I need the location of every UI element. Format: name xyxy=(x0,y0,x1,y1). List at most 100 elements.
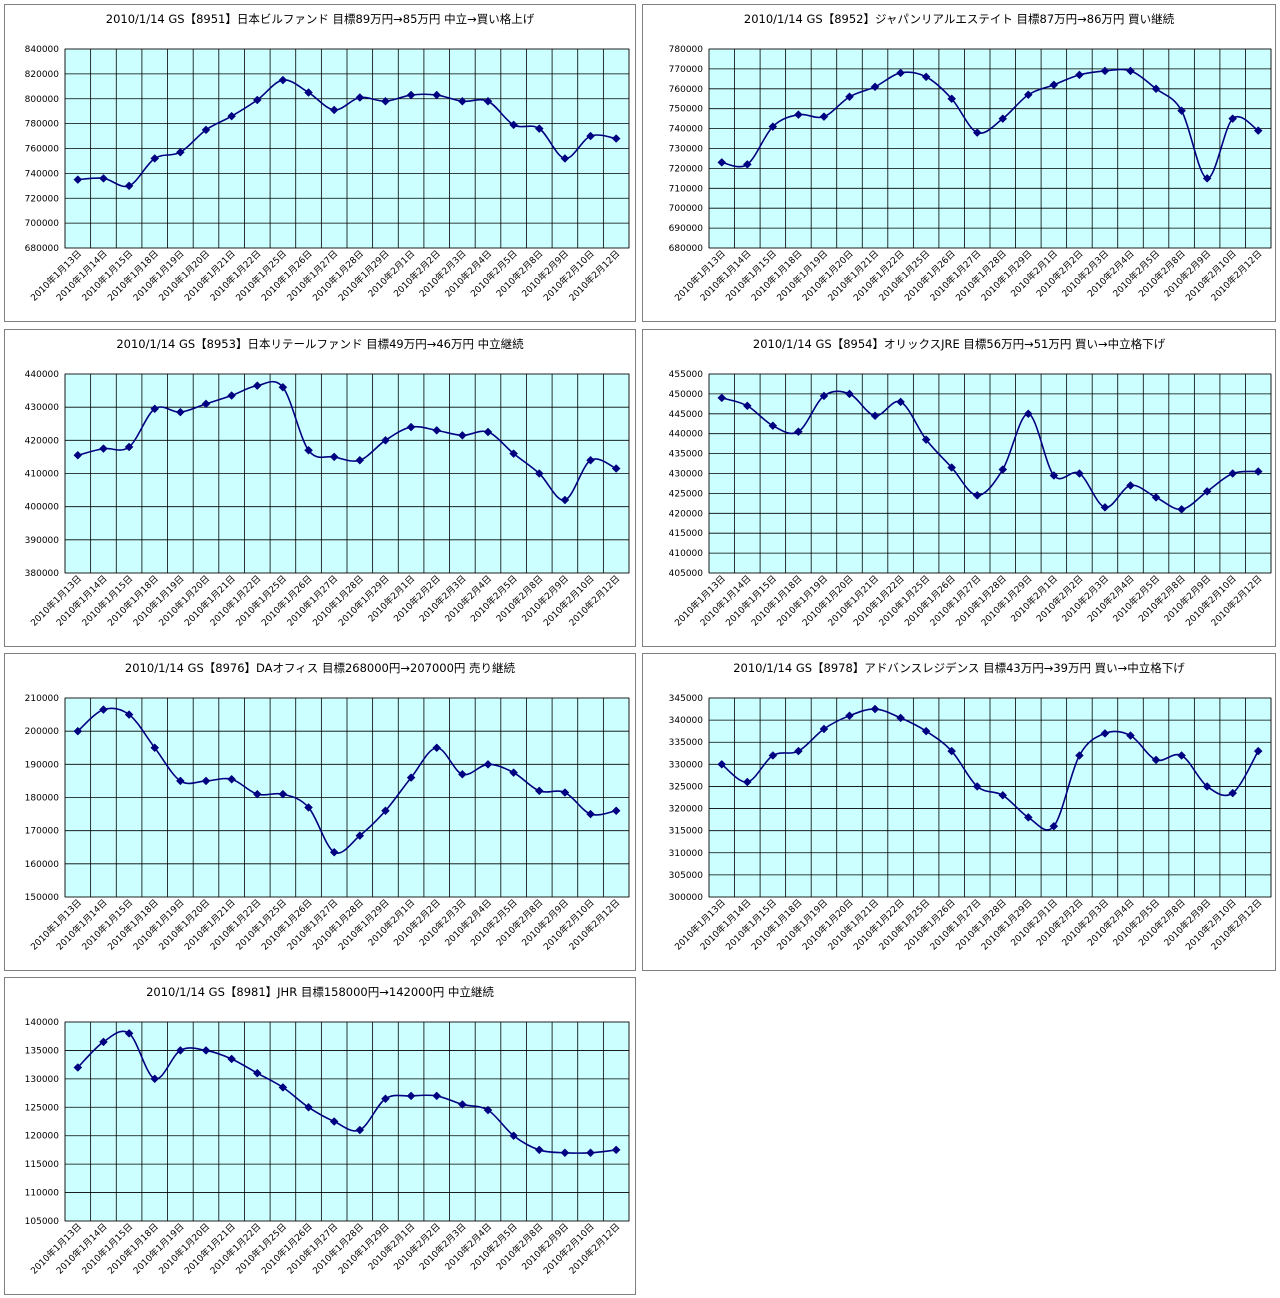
data-point-marker xyxy=(1177,106,1186,116)
data-point-marker xyxy=(896,713,905,723)
y-tick-label: 740000 xyxy=(25,169,60,179)
chart-panel-8951: 2010/1/14 GS【8951】日本ビルファンド 目標89万円→85万円 中… xyxy=(4,4,636,322)
data-point-marker xyxy=(611,806,621,816)
data-point-marker xyxy=(381,96,390,106)
data-point-marker xyxy=(1202,487,1212,496)
data-point-marker xyxy=(1202,173,1212,183)
chart-svg: 2010/1/14 GS【8981】JHR 目標158000円→142000円 … xyxy=(25,985,630,1277)
y-tick-label: 400000 xyxy=(25,503,60,513)
data-point-marker xyxy=(1151,493,1161,502)
data-point-marker xyxy=(99,1037,108,1047)
data-point-marker xyxy=(1126,481,1135,490)
data-point-marker xyxy=(432,743,442,753)
chart-svg: 2010/1/14 GS【8952】ジャパンリアルエステイト 目標87万円→86… xyxy=(669,12,1272,304)
chart-svg: 2010/1/14 GS【8953】日本リテールファンド 目標49万円→46万円… xyxy=(25,337,630,629)
data-point-marker xyxy=(483,759,493,769)
y-tick-label: 750000 xyxy=(669,105,704,115)
data-point-marker xyxy=(972,128,982,137)
y-tick-label: 440000 xyxy=(25,370,60,380)
data-point-marker xyxy=(921,435,931,445)
data-point-marker xyxy=(1228,788,1238,798)
data-point-marker xyxy=(227,391,236,400)
data-point-marker xyxy=(1253,467,1263,476)
data-point-marker xyxy=(381,806,390,816)
chart-title: 2010/1/14 GS【8981】JHR 目標158000円→142000円 … xyxy=(146,985,494,999)
data-point-marker xyxy=(1023,813,1033,822)
y-tick-label: 445000 xyxy=(669,410,704,420)
data-point-marker xyxy=(227,1054,236,1064)
y-tick-label: 820000 xyxy=(25,70,60,80)
chart-svg: 2010/1/14 GS【8954】オリックスJRE 目標56万円→51万円 買… xyxy=(669,337,1272,629)
data-point-marker xyxy=(819,112,829,122)
data-point-marker xyxy=(717,158,727,167)
data-point-marker xyxy=(150,1074,160,1084)
data-point-marker xyxy=(947,746,957,756)
data-point-marker xyxy=(768,421,778,431)
data-point-marker xyxy=(921,726,931,736)
data-point-marker xyxy=(483,96,493,106)
data-point-marker xyxy=(252,1068,262,1078)
data-point-marker xyxy=(1023,90,1033,100)
data-point-marker xyxy=(252,381,262,390)
data-point-marker xyxy=(509,1131,518,1141)
data-point-marker xyxy=(329,847,339,857)
data-point-marker xyxy=(432,1091,442,1101)
data-point-marker xyxy=(304,445,313,455)
data-point-marker xyxy=(406,773,416,782)
data-point-marker xyxy=(458,769,467,779)
data-point-marker xyxy=(1126,66,1135,76)
y-tick-label: 330000 xyxy=(669,760,704,770)
y-tick-label: 170000 xyxy=(25,827,60,837)
data-point-marker xyxy=(73,175,83,184)
y-tick-label: 680000 xyxy=(25,244,60,254)
data-point-marker xyxy=(201,1046,211,1055)
data-point-marker xyxy=(278,75,288,85)
y-tick-label: 680000 xyxy=(669,244,704,254)
data-point-marker xyxy=(1253,126,1263,135)
data-point-marker xyxy=(458,96,467,106)
data-point-marker xyxy=(355,455,365,465)
data-point-marker xyxy=(1228,114,1238,124)
chart-panel-8952: 2010/1/14 GS【8952】ジャパンリアルエステイト 目標87万円→86… xyxy=(642,4,1276,322)
data-point-marker xyxy=(124,710,134,719)
chart-panel-8978: 2010/1/14 GS【8978】アドバンスレジデンス 目標43万円→39万円… xyxy=(642,653,1276,971)
chart-title: 2010/1/14 GS【8952】ジャパンリアルエステイト 目標87万円→86… xyxy=(744,12,1175,26)
data-point-marker xyxy=(1100,66,1110,76)
y-tick-label: 110000 xyxy=(25,1189,60,1199)
data-point-marker xyxy=(124,1029,134,1038)
data-point-marker xyxy=(717,393,727,403)
y-tick-label: 700000 xyxy=(669,204,704,214)
data-point-marker xyxy=(458,1100,467,1109)
chart-panel-8981: 2010/1/14 GS【8981】JHR 目標158000円→142000円 … xyxy=(4,977,636,1295)
data-point-marker xyxy=(742,401,752,411)
y-tick-label: 320000 xyxy=(669,805,704,815)
y-tick-label: 430000 xyxy=(25,403,60,413)
y-tick-label: 410000 xyxy=(25,470,60,480)
data-point-marker xyxy=(176,147,185,157)
data-point-marker xyxy=(73,1063,83,1072)
data-point-marker xyxy=(921,72,931,82)
y-tick-label: 340000 xyxy=(669,716,704,726)
data-point-marker xyxy=(201,399,211,409)
data-point-marker xyxy=(534,469,544,478)
data-point-marker xyxy=(586,455,595,465)
y-tick-label: 760000 xyxy=(25,145,60,155)
data-point-marker xyxy=(1075,70,1084,80)
y-tick-label: 345000 xyxy=(669,694,704,704)
data-point-marker xyxy=(998,790,1008,800)
y-tick-label: 450000 xyxy=(669,390,704,400)
data-point-marker xyxy=(534,1145,544,1155)
data-point-marker xyxy=(896,397,905,407)
y-tick-label: 135000 xyxy=(25,1046,60,1056)
data-point-marker xyxy=(1177,751,1186,760)
data-point-marker xyxy=(176,1046,185,1055)
y-tick-label: 780000 xyxy=(669,45,704,55)
series-line xyxy=(721,390,1259,511)
data-point-marker xyxy=(176,407,185,417)
y-tick-label: 115000 xyxy=(25,1160,60,1170)
data-point-marker xyxy=(99,705,108,714)
data-point-marker xyxy=(896,68,905,78)
data-point-marker xyxy=(611,1145,621,1155)
series-line xyxy=(77,380,617,501)
data-point-marker xyxy=(611,134,621,143)
